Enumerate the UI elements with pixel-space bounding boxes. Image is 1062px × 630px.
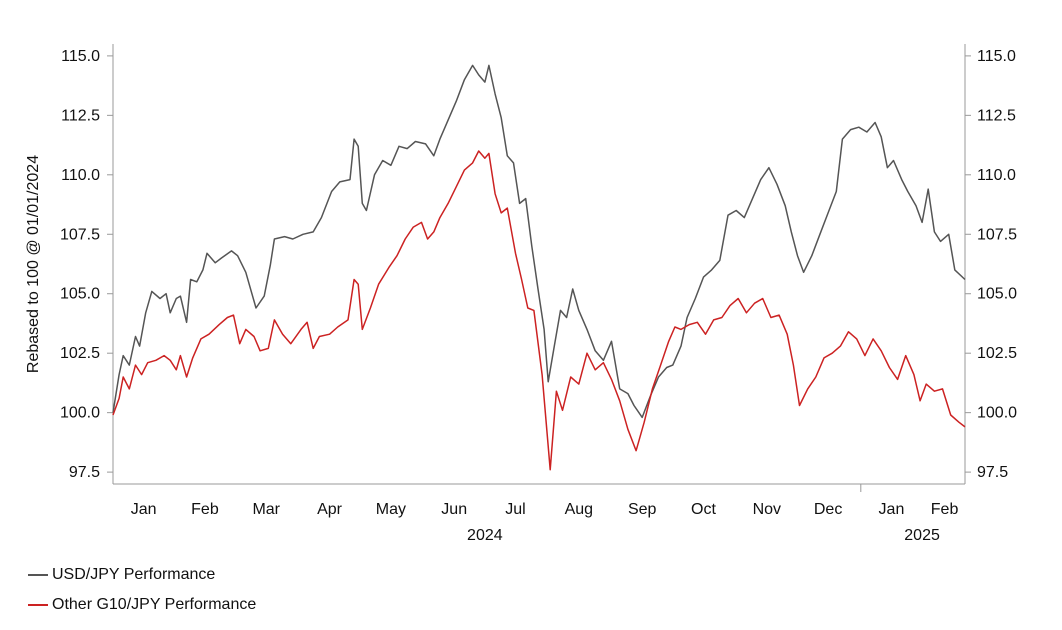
y-tick-label-right: 110.0 xyxy=(977,167,1016,184)
x-month-label: Oct xyxy=(691,501,716,518)
y-tick-label-right: 112.5 xyxy=(977,107,1016,124)
y-tick-label-right: 102.5 xyxy=(977,345,1017,362)
y-tick-label-left: 107.5 xyxy=(60,226,100,243)
x-month-label: Jan xyxy=(879,501,905,518)
y-tick-label-left: 110.0 xyxy=(61,167,100,184)
labels-group: 115.0 115.0 112.5 112.5 110.0 110.0 107.5 107.5… xyxy=(25,48,1017,544)
legend-label-usd-jpy: USD/JPY Performance xyxy=(52,566,216,583)
legend-item-usd-jpy: USD/JPY Performance xyxy=(28,560,256,590)
y-tick-label-left: 105.0 xyxy=(60,286,100,303)
x-month-label: Jul xyxy=(505,501,525,518)
y-tick-label-left: 115.0 xyxy=(61,48,100,65)
x-month-label: Jun xyxy=(441,501,467,518)
x-month-label: Apr xyxy=(317,501,343,518)
series-line-usd-jpy xyxy=(112,64,966,419)
y-tick-label-right: 105.0 xyxy=(977,286,1017,303)
x-month-label: Mar xyxy=(252,501,280,518)
x-year-label: 2024 xyxy=(467,527,503,544)
y-tick-label-right: 97.5 xyxy=(977,464,1008,481)
legend-label-other-g10: Other G10/JPY Performance xyxy=(52,596,257,613)
axes-group xyxy=(107,44,971,492)
legend-swatch-other-g10 xyxy=(28,604,48,606)
x-year-label: 2025 xyxy=(904,527,940,544)
x-month-label: Jan xyxy=(131,501,157,518)
y-axis-title: Rebased to 100 @ 01/01/2024 xyxy=(25,155,42,373)
line-chart: 115.0 115.0 112.5 112.5 110.0 110.0 107.5 107.5… xyxy=(25,44,1017,544)
legend-swatch-usd-jpy xyxy=(28,574,48,576)
y-tick-label-left: 97.5 xyxy=(69,464,100,481)
legend-item-other-g10: Other G10/JPY Performance xyxy=(28,590,256,620)
y-tick-label-right: 100.0 xyxy=(977,405,1017,422)
legend: USD/JPY Performance Other G10/JPY Perfor… xyxy=(28,560,256,620)
x-month-label: Aug xyxy=(565,501,593,518)
series-line-other-g10 xyxy=(112,150,966,471)
x-month-label: Dec xyxy=(814,501,842,518)
y-tick-label-left: 100.0 xyxy=(60,405,100,422)
y-tick-label-left: 102.5 xyxy=(60,345,100,362)
y-tick-label-left: 112.5 xyxy=(61,107,100,124)
x-month-label: May xyxy=(376,501,406,518)
x-month-label: Feb xyxy=(191,501,219,518)
y-tick-label-right: 107.5 xyxy=(977,226,1017,243)
x-month-label: Sep xyxy=(628,501,657,518)
x-month-label: Feb xyxy=(931,501,959,518)
y-tick-label-right: 115.0 xyxy=(977,48,1016,65)
x-month-label: Nov xyxy=(753,501,781,518)
series-layer xyxy=(112,64,966,471)
